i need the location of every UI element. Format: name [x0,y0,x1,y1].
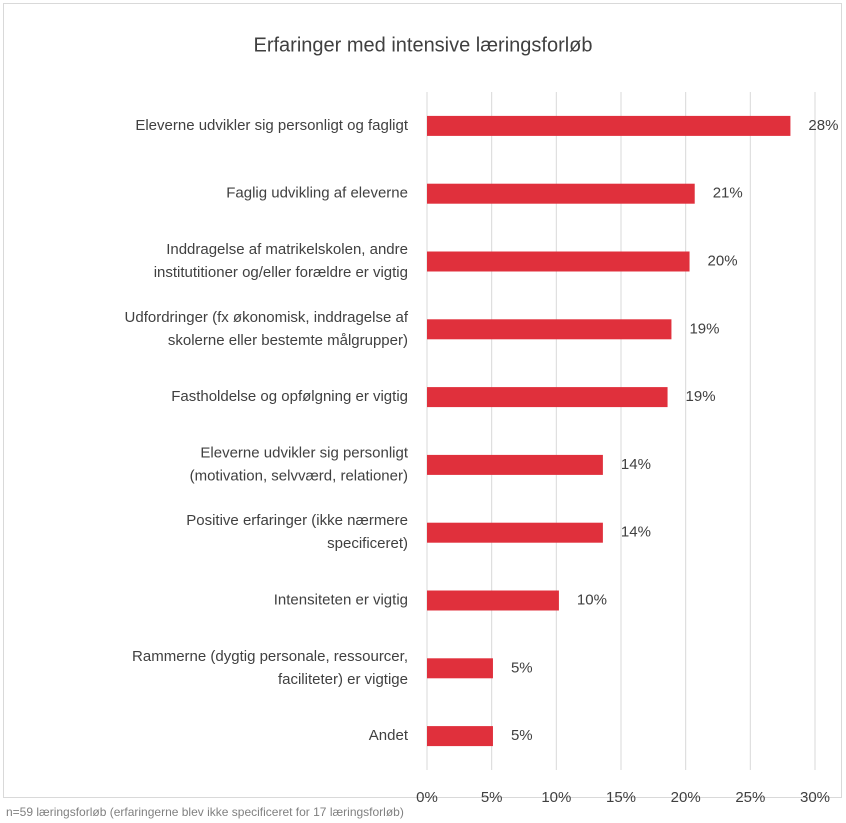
data-label: 14% [621,456,651,473]
data-label: 28% [808,117,838,134]
x-tick-label: 25% [735,789,765,806]
data-label: 21% [713,185,743,202]
bar [427,387,668,408]
bar [427,251,690,272]
y-tick-label: Andet [369,727,409,744]
chart-title: Erfaringer med intensive læringsforløb [253,34,592,56]
footnote: n=59 læringsforløb (erfaringerne blev ik… [6,805,404,819]
data-label: 19% [689,320,719,337]
y-tick-label: Positive erfaringer (ikke nærmere specifi… [186,512,408,552]
y-tick-label: Rammerne (dygtig personale, ressourcer, f… [132,648,408,688]
y-tick-label: Faglig udvikling af eleverne [226,185,408,202]
y-tick-label: Eleverne udvikler sig personligt (motivat… [190,444,409,484]
x-tick-label: 0% [416,789,438,806]
data-label: 20% [708,252,738,269]
y-tick-label: Intensiteten er vigtig [274,591,408,608]
data-label: 19% [686,388,716,405]
bar [427,522,603,543]
x-tick-label: 10% [541,789,571,806]
bar [427,658,493,679]
bar [427,115,791,136]
y-tick-label: Eleverne udvikler sig personligt og fagl… [135,117,408,134]
data-label: 5% [511,727,533,744]
data-label: 5% [511,659,533,676]
x-tick-label: 20% [671,789,701,806]
bar [427,454,603,475]
x-tick-label: 30% [800,789,830,806]
y-tick-label: Udfordringer (fx økonomisk, inddragelse … [125,309,409,349]
y-tick-label: Fastholdelse og opfølgning er vigtig [171,388,408,405]
x-tick-label: 5% [481,789,503,806]
y-tick-label: Inddragelse af matrikelskolen, andre inst… [154,241,408,281]
bar [427,183,695,204]
bar [427,319,672,340]
x-tick-label: 15% [606,789,636,806]
data-label: 10% [577,591,607,608]
data-label: 14% [621,524,651,541]
bar [427,726,493,747]
bar [427,590,559,611]
